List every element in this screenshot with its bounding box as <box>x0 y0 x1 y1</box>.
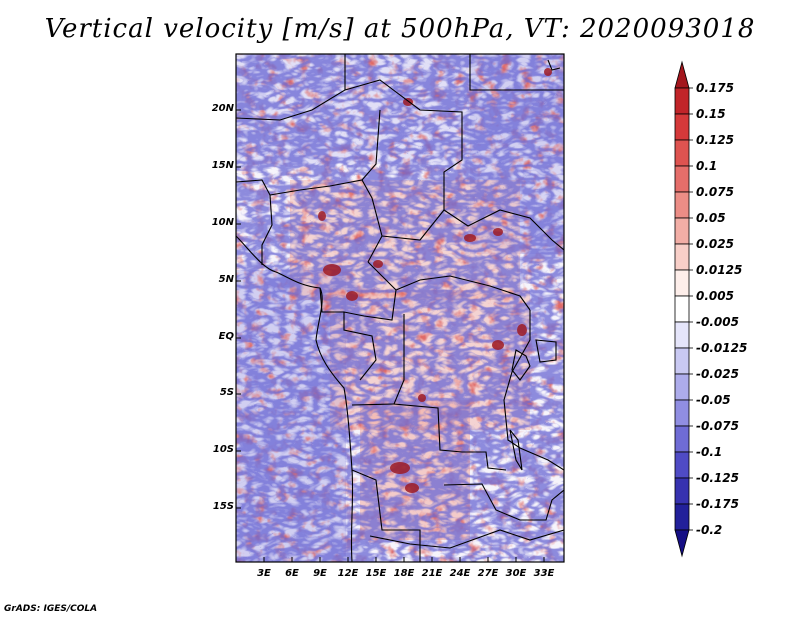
colorbar-segment <box>674 165 690 193</box>
colorbar-segment <box>674 269 690 297</box>
colorbar-segment <box>674 60 690 89</box>
colorbar-label: 0.1 <box>696 159 718 173</box>
lat-label: 15N <box>211 160 234 171</box>
colorbar-segment <box>674 321 690 349</box>
lat-label: 15S <box>212 501 234 512</box>
lat-label: 20N <box>211 103 234 114</box>
colorbar-segment <box>674 295 690 323</box>
colorbar-label: -0.125 <box>696 471 739 485</box>
colorbar-label: 0.025 <box>696 237 734 251</box>
lon-label: 15E <box>365 568 387 579</box>
colorbar-segment <box>674 113 690 141</box>
lon-label: 18E <box>393 568 415 579</box>
lon-label: 27E <box>477 568 499 579</box>
colorbar-label: 0.005 <box>696 289 734 303</box>
colorbar-segment <box>674 87 690 115</box>
colorbar-label: -0.025 <box>696 367 739 381</box>
colorbar-segment <box>674 139 690 167</box>
colorbar-segment <box>674 451 690 479</box>
colorbar-segment <box>674 191 690 219</box>
colorbar-segment <box>674 399 690 427</box>
colorbar-label: -0.005 <box>696 315 739 329</box>
velocity-field <box>236 54 564 562</box>
colorbar-segment <box>674 373 690 401</box>
colorbar-label: -0.1 <box>696 445 723 459</box>
colorbar-segment <box>674 425 690 453</box>
colorbar-segment <box>674 477 690 505</box>
colorbar-label: 0.075 <box>696 185 734 199</box>
colorbar-label: -0.075 <box>696 419 739 433</box>
colorbar-label: 0.125 <box>696 133 734 147</box>
map-title: Vertical velocity [m/s] at 500hPa, VT: 2… <box>44 14 756 44</box>
lon-label: 21E <box>421 568 443 579</box>
lon-label: 30E <box>505 568 527 579</box>
colorbar-segment <box>674 347 690 375</box>
colorbar-label: -0.175 <box>696 497 739 511</box>
colorbar-label: 0.175 <box>696 81 734 95</box>
map-frame <box>235 53 565 563</box>
lon-label: 6E <box>285 568 299 579</box>
colorbar-segment <box>674 243 690 271</box>
lat-label: EQ <box>218 331 234 342</box>
lat-label: 5S <box>219 387 234 398</box>
colorbar-label: -0.05 <box>696 393 731 407</box>
lat-label: 5N <box>218 274 234 285</box>
colorbar-segment <box>674 529 690 558</box>
lat-label: 10S <box>212 444 234 455</box>
lon-label: 9E <box>313 568 327 579</box>
colorbar-label: -0.2 <box>696 523 723 537</box>
lon-label: 12E <box>337 568 359 579</box>
colorbar-label: 0.0125 <box>696 263 743 277</box>
lon-label: 24E <box>449 568 471 579</box>
colorbar <box>674 60 693 558</box>
colorbar-label: -0.0125 <box>696 341 748 355</box>
lon-label: 33E <box>533 568 555 579</box>
colorbar-label: 0.15 <box>696 107 726 121</box>
lat-label: 10N <box>211 217 234 228</box>
lon-label: 3E <box>257 568 271 579</box>
colorbar-segment <box>674 503 690 531</box>
colorbar-segment <box>674 217 690 245</box>
credit-text: GrADS: IGES/COLA <box>4 604 98 614</box>
colorbar-label: 0.05 <box>696 211 726 225</box>
